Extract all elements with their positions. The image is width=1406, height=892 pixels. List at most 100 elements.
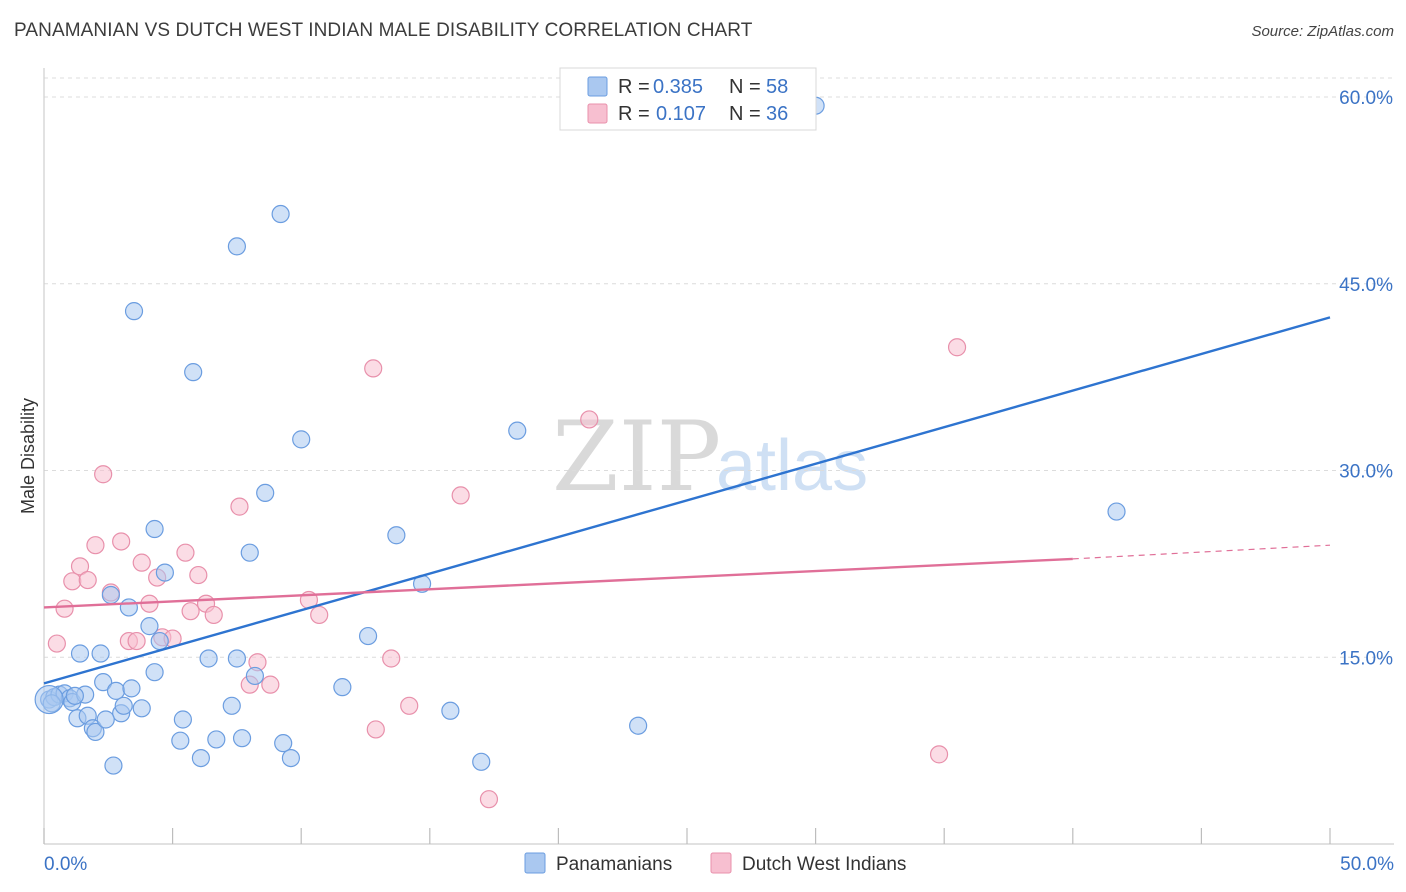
legend-swatch-dutch-west-indians — [587, 103, 608, 124]
bottom-legend-label-dutch-west-indians: Dutch West Indians — [742, 854, 906, 875]
watermark-zip: ZIP — [552, 401, 721, 513]
y-axis-label: Male Disability — [18, 398, 38, 514]
legend: R = 0.385 N = 58 R = 0.107 N = 36 — [559, 67, 817, 131]
x-axis-ticks — [43, 828, 1331, 844]
panamanians-point — [171, 731, 190, 750]
panamanians-point — [140, 617, 159, 636]
dutch-west-indians-point — [94, 465, 113, 484]
panamanians-point — [96, 710, 115, 729]
legend-r-label-1: R = — [618, 76, 650, 98]
dutch-west-indians-point — [929, 745, 949, 764]
bottom-legend-swatch-dutch-west-indians — [710, 852, 732, 874]
panamanians-point — [274, 734, 293, 753]
panamanians-point — [150, 631, 169, 651]
source-label: Source: ZipAtlas.com — [1251, 23, 1394, 40]
dutch-west-indians-trend-extension — [1072, 544, 1331, 560]
panamanians-point — [358, 626, 378, 646]
dutch-west-indians-point — [451, 486, 470, 505]
dutch-west-indians-point — [112, 532, 131, 551]
bottom-legend-label-panamanians: Panamanians — [556, 854, 672, 875]
y-tick-label: 60.0% — [1339, 88, 1393, 109]
chart-title: PANAMANIAN VS DUTCH WEST INDIAN MALE DIS… — [14, 20, 753, 41]
panamanians-point — [508, 421, 527, 440]
dutch-west-indians-point — [181, 602, 200, 621]
panamanians-point — [472, 752, 491, 771]
panamanians-point — [104, 756, 123, 775]
panamanians-point — [1107, 502, 1126, 521]
panamanians-point — [387, 526, 406, 545]
series-dutch-west-indians — [47, 338, 967, 809]
panamanians-point — [333, 678, 352, 697]
panamanians-point — [106, 681, 126, 700]
legend-n-value-2: 36 — [766, 103, 788, 125]
panamanians-point — [65, 686, 84, 705]
panamanians-point — [155, 563, 174, 582]
panamanians-point — [122, 679, 141, 698]
panamanians-point — [271, 204, 290, 224]
panamanians-point — [191, 748, 210, 768]
panamanians-point — [86, 722, 105, 742]
panamanians-point — [629, 716, 648, 735]
dutch-west-indians-point — [364, 359, 383, 378]
panamanians-point — [91, 644, 110, 663]
gridlines — [44, 77, 1394, 658]
panamanians-point — [256, 483, 275, 503]
legend-n-label-2: N = — [729, 103, 761, 125]
panamanians-point — [441, 701, 460, 720]
legend-r-value-2: 0.107 — [656, 103, 706, 125]
dutch-west-indians-point — [310, 605, 329, 625]
y-tick-label: 30.0% — [1339, 462, 1393, 483]
panamanians-point — [281, 748, 301, 768]
legend-n-label-1: N = — [729, 76, 761, 98]
panamanians-cluster-point — [34, 684, 64, 715]
panamanians-point — [222, 696, 241, 715]
dutch-west-indians-point — [382, 649, 401, 668]
dutch-west-indians-point — [189, 565, 208, 585]
panamanians-point — [119, 598, 138, 617]
dutch-west-indians-trend-line — [43, 557, 1073, 609]
dutch-west-indians-point — [55, 599, 74, 618]
panamanians-point — [232, 729, 252, 748]
y-tick-label: 15.0% — [1339, 648, 1393, 669]
dutch-west-indians-point — [63, 572, 82, 591]
dutch-west-indians-point — [127, 631, 146, 651]
dutch-west-indians-point — [580, 410, 599, 429]
legend-swatch-panamanians — [587, 76, 608, 97]
dutch-west-indians-point — [86, 536, 105, 555]
dutch-west-indians-point — [400, 696, 419, 715]
panamanians-point — [101, 585, 120, 605]
x-tick-label-min: 0.0% — [44, 854, 87, 875]
dutch-west-indians-point — [78, 570, 97, 590]
panamanians-point — [292, 430, 311, 449]
panamanians-point — [124, 302, 144, 321]
dutch-west-indians-point — [204, 605, 223, 625]
panamanians-point — [145, 663, 164, 682]
dutch-west-indians-point — [47, 634, 66, 653]
panamanians-point — [227, 237, 246, 256]
dutch-west-indians-point — [479, 790, 499, 809]
y-tick-labels: 15.0% 30.0% 45.0% 60.0% — [1339, 88, 1393, 669]
y-tick-label: 45.0% — [1339, 275, 1393, 296]
panamanians-trend-line — [43, 316, 1331, 685]
dutch-west-indians-point — [366, 720, 385, 739]
panamanians-point — [94, 673, 113, 692]
trend-lines — [43, 316, 1331, 685]
watermark: ZIP atlas — [552, 401, 868, 513]
panamanians-point — [132, 699, 151, 718]
panamanians-point — [145, 519, 164, 539]
bottom-legend: Panamanians Dutch West Indians — [524, 852, 906, 875]
panamanians-point — [227, 649, 246, 668]
legend-n-value-1: 58 — [766, 76, 788, 98]
dutch-west-indians-point — [70, 557, 90, 576]
dutch-west-indians-point — [176, 543, 195, 562]
panamanians-point — [207, 730, 226, 749]
panamanians-point — [173, 710, 192, 729]
watermark-atlas: atlas — [716, 426, 868, 506]
legend-r-label-2: R = — [618, 103, 650, 125]
panamanians-point — [199, 649, 218, 668]
dutch-west-indians-point — [947, 338, 967, 357]
x-tick-label-max: 50.0% — [1340, 854, 1394, 875]
legend-r-value-1: 0.385 — [653, 76, 703, 98]
dutch-west-indians-point — [230, 497, 249, 516]
